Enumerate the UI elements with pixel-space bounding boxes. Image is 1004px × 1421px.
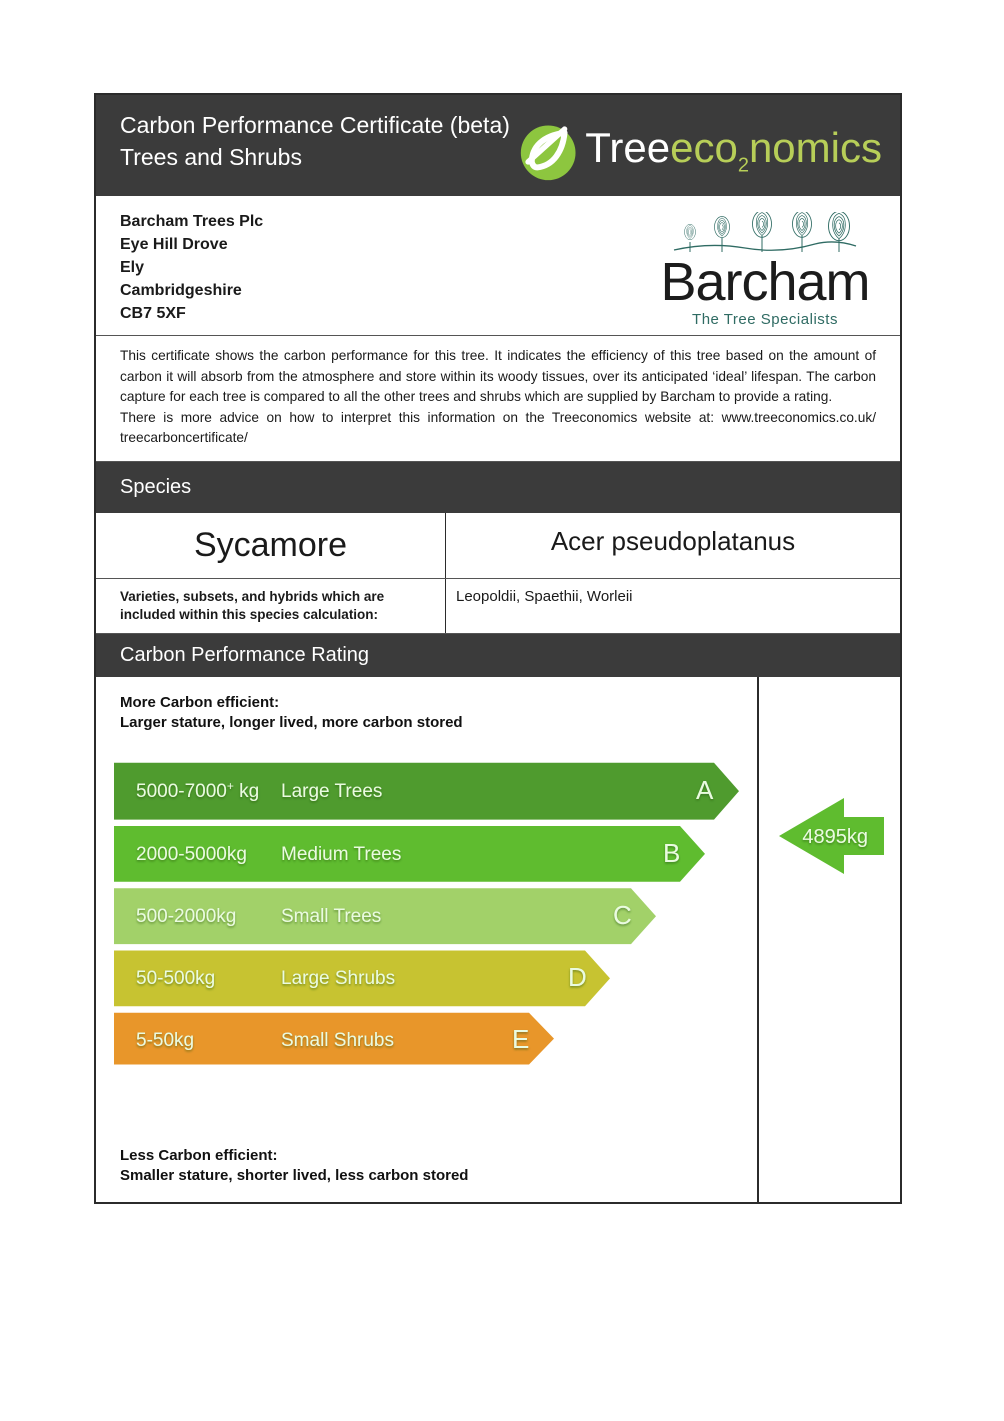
svg-text:Medium Trees: Medium Trees [281,844,401,865]
svg-text:A: A [696,775,714,805]
svg-text:Large Shrubs: Large Shrubs [281,968,395,989]
svg-text:4895kg: 4895kg [802,826,868,848]
svg-text:E: E [512,1024,529,1054]
svg-text:50-500kg: 50-500kg [136,968,215,989]
svg-text:Large Trees: Large Trees [281,781,382,802]
svg-text:500-2000kg: 500-2000kg [136,906,236,927]
svg-text:D: D [568,962,587,992]
svg-text:Small Shrubs: Small Shrubs [281,1030,394,1051]
svg-text:2000-5000kg: 2000-5000kg [136,844,247,865]
svg-text:C: C [613,900,632,930]
svg-text:5-50kg: 5-50kg [136,1030,194,1051]
svg-text:Small Trees: Small Trees [281,906,381,927]
svg-text:5000-7000+ kg: 5000-7000+ kg [136,779,259,802]
svg-text:B: B [663,838,680,868]
